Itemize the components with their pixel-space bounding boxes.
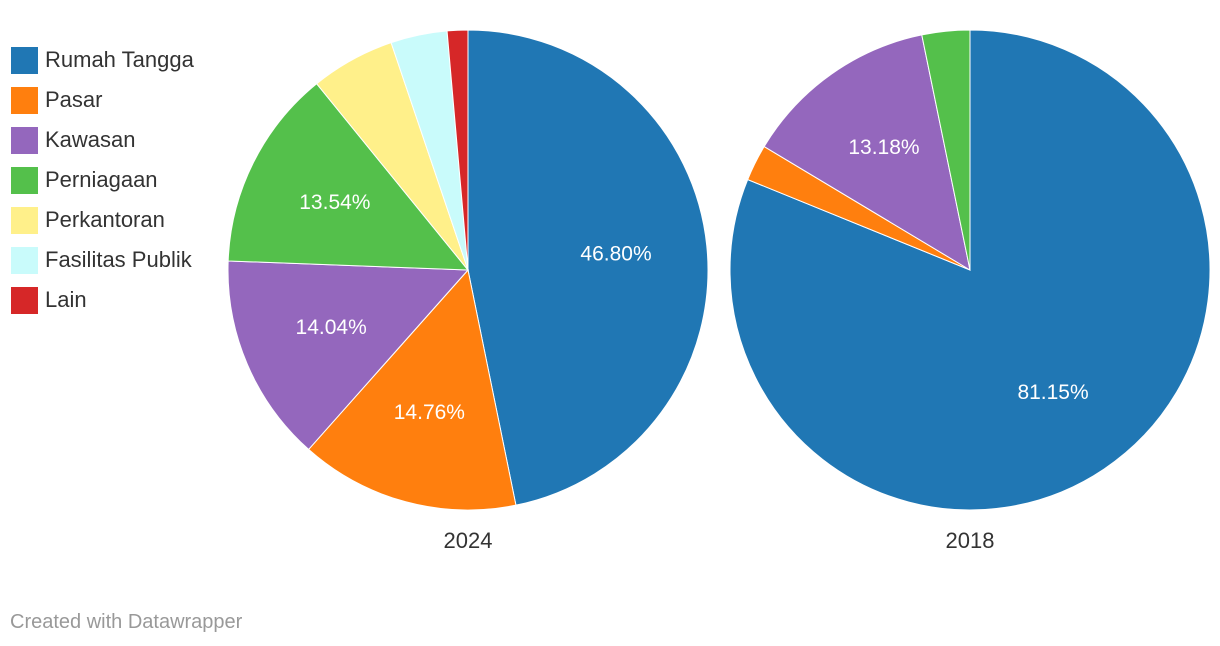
pie-chart-2018: 81.15% 13.18% 2018 (729, 29, 1211, 553)
pie-slice-kawasan (763, 34, 971, 272)
pie-slice-pasar (307, 268, 517, 511)
legend-swatch (11, 246, 38, 274)
legend-item-lain: Lain (11, 280, 194, 320)
legend-label: Fasilitas Publik (45, 247, 192, 272)
pie-slice-lain (446, 29, 469, 271)
pie-year-label: 2018 (946, 528, 995, 553)
legend-swatch (11, 206, 38, 234)
legend-label: Pasar (45, 87, 103, 112)
pie-slice-rumah-tangga (467, 29, 709, 506)
legend-swatch (11, 126, 38, 154)
credit-text: Created with Datawrapper (10, 611, 243, 633)
legend-label: Perniagaan (45, 167, 158, 192)
legend-item-perkantoran: Perkantoran (11, 200, 194, 240)
legend-swatch (11, 86, 38, 114)
legend-item-rumah-tangga: Rumah Tangga (11, 40, 194, 80)
legend-item-pasar: Pasar (11, 80, 194, 120)
legend-item-kawasan: Kawasan (11, 120, 194, 160)
legend-label: Lain (45, 287, 87, 312)
pie-slice-perniagaan (227, 83, 470, 271)
legend-swatch (11, 46, 38, 74)
legend-label: Rumah Tangga (45, 47, 194, 72)
pie-charts: 46.80% 14.76% 14.04% 13.54% 2024 81.15% 13.18… (227, 29, 1211, 553)
legend-swatch (11, 166, 38, 194)
legend: Rumah Tangga Pasar Kawasan Perniagaan Pe… (11, 40, 194, 320)
legend-label: Perkantoran (45, 207, 165, 232)
legend-swatch (11, 286, 38, 314)
legend-item-perniagaan: Perniagaan (11, 160, 194, 200)
pie-data-label: 81.15% (1017, 381, 1088, 404)
legend-label: Kawasan (45, 127, 136, 152)
pie-data-label: 14.76% (394, 401, 465, 424)
pie-data-label: 13.54% (299, 191, 370, 214)
pie-data-label: 13.18% (848, 136, 919, 159)
pie-slice-rumah-tangga (729, 29, 1211, 511)
pie-data-label: 14.04% (296, 316, 367, 339)
pie-year-label: 2024 (444, 528, 493, 553)
pie-slice-perniagaan (921, 29, 971, 271)
legend-item-fasilitas-publik: Fasilitas Publik (11, 240, 194, 280)
pie-data-label: 46.80% (580, 243, 651, 266)
pie-slice-kawasan (227, 260, 470, 451)
pie-chart-2024: 46.80% 14.76% 14.04% 13.54% 2024 (227, 29, 709, 553)
